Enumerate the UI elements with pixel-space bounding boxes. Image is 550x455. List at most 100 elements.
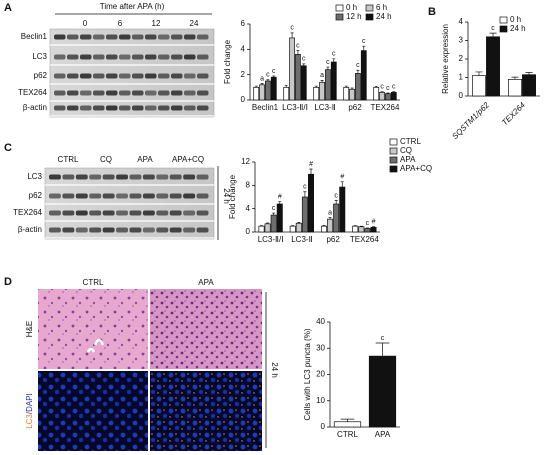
bar [364,228,371,233]
annotation: c [380,84,384,91]
error-bar [296,50,300,55]
legend-label: APA [400,155,416,164]
error-bar [380,91,384,93]
legend-label: 12 h [346,12,362,21]
band [49,174,61,180]
band [116,210,128,216]
y-tick-label: 20 [316,370,325,379]
error-bar [259,225,264,227]
legend-swatch [389,156,398,164]
band [119,73,131,79]
band [102,193,115,199]
band [119,54,131,60]
annotation: c [326,59,330,66]
y-axis-label: Fold change [228,174,237,219]
band [184,54,196,60]
bar [379,92,385,101]
bar [373,86,380,101]
band [132,105,144,111]
legend-swatch [365,4,374,12]
band [54,34,66,40]
band [80,105,92,111]
error-bar [272,75,276,78]
band [183,210,196,216]
annotation: c [290,25,294,32]
band [184,73,196,79]
column-label: APA [198,278,214,287]
bar [343,86,350,101]
y-tick-label: 1 [459,73,464,82]
band [119,105,131,111]
x-tick-label: TEX264 [350,235,379,244]
error-bar [359,225,363,227]
error-bar [371,226,376,228]
y-tick-label: 8 [246,180,251,189]
band [169,174,182,180]
bar [289,225,296,233]
bar [264,223,271,233]
band [49,193,61,199]
band [93,105,105,111]
x-tick-label: SQSTM1/p62 [450,100,491,141]
y-tick-label: 10 [316,396,325,405]
row-label: LC3 [32,52,47,61]
annotation: # [340,174,344,181]
band [67,34,79,40]
legend-label: 6 h [376,3,387,12]
band [75,210,88,216]
band [145,90,157,96]
annotation: c [303,184,307,191]
band [158,105,170,111]
band [145,54,157,60]
band [54,105,66,111]
annotation: c [356,62,360,69]
annotation: c [362,38,366,45]
band [132,73,144,79]
band [196,174,209,180]
band [119,34,131,40]
bar [270,214,277,233]
bar [508,78,522,97]
bar [339,186,346,233]
bar [330,61,337,101]
annotation: a [320,72,324,79]
error-bar [266,222,270,224]
legend-swatch [335,13,344,21]
band [62,193,75,199]
annotation: c [332,51,336,58]
error-bar [365,227,369,229]
legend-label: CQ [400,146,412,155]
x-tick-label: CTRL [337,430,358,439]
band [142,193,155,199]
y-tick-label: 3 [459,36,464,45]
bar [486,36,500,97]
error-bar [297,222,301,224]
band [93,73,105,79]
band [158,90,170,96]
band [145,73,157,79]
annotation: # [278,194,282,201]
y-tick-label: 0 [241,95,246,104]
bar [522,74,536,97]
panel-label: C [4,142,12,154]
error-bar [525,72,533,75]
band [54,73,66,79]
error-bar [266,79,270,81]
band [171,54,183,60]
y-tick-label: 2 [459,54,464,63]
annotation: c [266,72,270,79]
lane-label: 24 [190,19,199,28]
band [142,210,155,216]
band [49,227,61,233]
band [142,227,155,233]
legend-swatch [389,138,398,146]
annotation: # [309,161,313,168]
band [106,54,118,60]
bar [265,80,271,101]
band [49,210,61,216]
band [80,54,92,60]
annotation: a [328,209,332,216]
bar [289,37,295,101]
band [89,210,102,216]
